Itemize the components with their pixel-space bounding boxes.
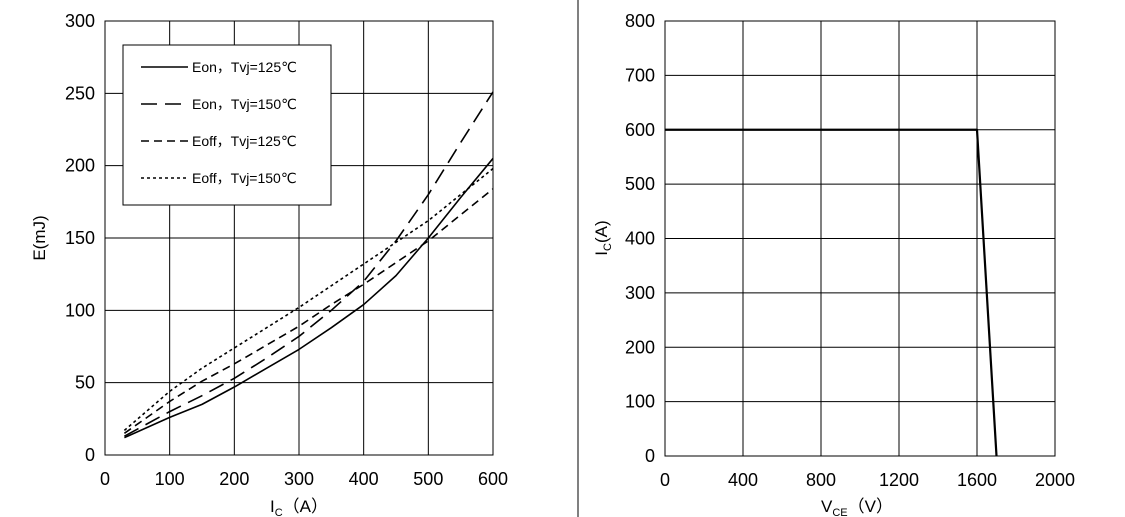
y-tick-label: 600 bbox=[625, 120, 655, 140]
rbsoa-chart: 0 400 800 1200 1600 2000 0 100 200 300 400 500 600 70… bbox=[592, 11, 1075, 517]
y-tick-label: 800 bbox=[625, 11, 655, 31]
x-tick-label: 800 bbox=[806, 470, 836, 490]
y-axis-title-rest: (A) bbox=[592, 220, 611, 243]
y-tick-label: 300 bbox=[65, 11, 95, 31]
y-tick-label: 200 bbox=[625, 337, 655, 357]
y-tick-label: 50 bbox=[75, 373, 95, 393]
y-tick-label: 250 bbox=[65, 83, 95, 103]
legend: Eon，Tvj=125℃ Eon，Tvj=150℃ Eoff，Tvj=125℃ Eof… bbox=[122, 44, 332, 206]
x-tick-label: 200 bbox=[219, 469, 249, 489]
x-tick-label: 400 bbox=[349, 469, 379, 489]
x-axis-title: IC（A） bbox=[270, 497, 328, 517]
x-tick-label: 2000 bbox=[1035, 470, 1075, 490]
series-line-4 bbox=[123, 167, 494, 432]
switching-energy-chart: 0 100 200 300 400 500 600 0 50 100 150 200 250 300 Eon… bbox=[30, 11, 508, 517]
x-axis-title: VCE（V） bbox=[821, 497, 893, 517]
y-tick-label: 100 bbox=[625, 392, 655, 412]
legend-label-2: Eon，Tvj=150℃ bbox=[192, 96, 297, 112]
x-tick-label: 0 bbox=[660, 470, 670, 490]
y-tick-label: 300 bbox=[625, 283, 655, 303]
plot-frame bbox=[664, 20, 1056, 457]
legend-label-3: Eoff，Tvj=125℃ bbox=[192, 133, 297, 149]
x-axis-title-main: I bbox=[270, 497, 275, 516]
x-axis-title-rest: （V） bbox=[848, 497, 893, 516]
y-tick-label: 400 bbox=[625, 229, 655, 249]
x-axis-title-sub: CE bbox=[832, 507, 847, 517]
series-line-3 bbox=[123, 188, 494, 434]
series-line-1 bbox=[665, 128, 998, 457]
series-line-1 bbox=[124, 157, 494, 439]
y-axis-title-main: I bbox=[592, 251, 611, 256]
x-tick-label: 0 bbox=[100, 469, 110, 489]
x-axis-title-main: V bbox=[821, 497, 833, 516]
y-tick-label: 700 bbox=[625, 65, 655, 85]
x-tick-label: 400 bbox=[728, 470, 758, 490]
x-axis-title-rest: （A） bbox=[283, 497, 328, 516]
x-tick-label: 1600 bbox=[957, 470, 997, 490]
y-tick-label: 150 bbox=[65, 228, 95, 248]
x-tick-label: 1200 bbox=[879, 470, 919, 490]
legend-label-1: Eon，Tvj=125℃ bbox=[192, 59, 297, 75]
y-axis-title: E(mJ) bbox=[30, 215, 49, 260]
y-axis-title: IC(A) bbox=[592, 220, 614, 255]
x-tick-label: 100 bbox=[155, 469, 185, 489]
y-tick-label: 100 bbox=[65, 300, 95, 320]
y-axis-title-sub: C bbox=[602, 243, 614, 251]
series-line-2 bbox=[124, 91, 494, 437]
plot-frame bbox=[104, 20, 494, 456]
y-tick-label: 0 bbox=[85, 445, 95, 465]
legend-label-4: Eoff，Tvj=150℃ bbox=[192, 170, 297, 186]
y-tick-label: 500 bbox=[625, 174, 655, 194]
x-tick-label: 300 bbox=[284, 469, 314, 489]
legend-box bbox=[122, 44, 332, 206]
y-tick-label: 200 bbox=[65, 156, 95, 176]
x-axis-title-sub: C bbox=[275, 507, 283, 517]
x-tick-label: 600 bbox=[478, 469, 508, 489]
y-tick-label: 0 bbox=[645, 446, 655, 466]
x-tick-label: 500 bbox=[413, 469, 443, 489]
